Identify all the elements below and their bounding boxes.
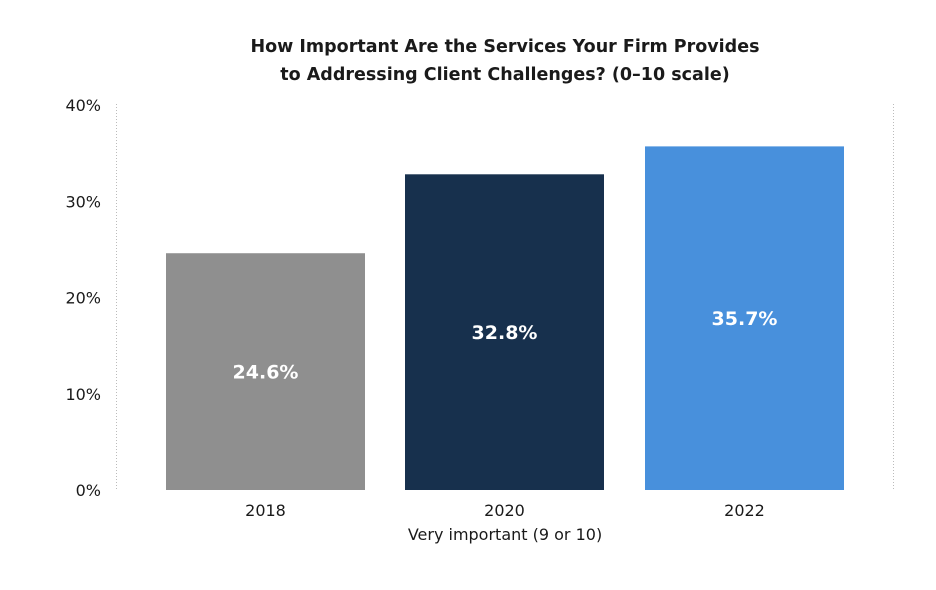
- y-tick-label: 10%: [65, 385, 101, 404]
- y-tick-label: 0%: [76, 481, 101, 500]
- x-axis-label: Very important (9 or 10): [408, 525, 602, 544]
- x-tick-label: 2020: [484, 501, 525, 520]
- data-label: 32.8%: [472, 322, 538, 344]
- bar-2022: [645, 146, 844, 490]
- chart-title-line-2: to Addressing Client Challenges? (0–10 s…: [280, 65, 729, 85]
- y-tick-label: 20%: [65, 289, 101, 308]
- y-tick-label: 30%: [65, 192, 101, 211]
- bar-2018: [166, 253, 365, 490]
- x-tick-label: 2018: [245, 501, 286, 520]
- data-label: 35.7%: [712, 308, 778, 330]
- bar-2020: [405, 174, 604, 491]
- y-tick-label: 40%: [65, 96, 101, 115]
- chart-title-line-1: How Important Are the Services Your Firm…: [250, 37, 759, 57]
- data-label: 24.6%: [233, 362, 299, 384]
- x-tick-label: 2022: [724, 501, 765, 520]
